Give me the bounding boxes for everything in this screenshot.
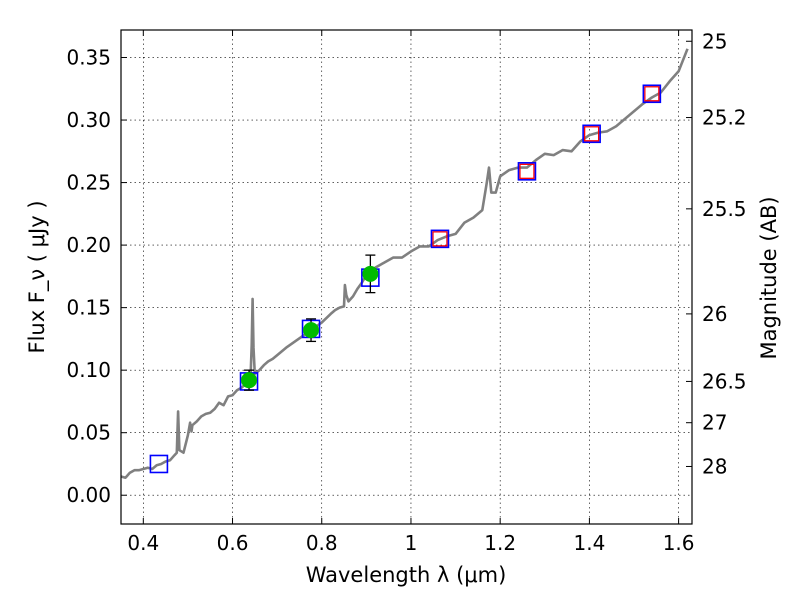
y-tick-label: 0.05 (66, 421, 111, 445)
right-tick-label: 26 (702, 302, 727, 326)
ticks: 0.4 0.6 0.8 1 1.2 1.4 1.6 0.00 0.05 0.10 0.15 0.20 0… (66, 29, 746, 555)
y-tick-label: 0.25 (66, 171, 111, 195)
model-photometry-marker (149, 454, 169, 474)
y-tick-label: 0.30 (66, 108, 111, 132)
model-photometry-marker (517, 162, 537, 181)
x-tick-label: 0.6 (217, 531, 249, 555)
x-tick-label: 1.2 (484, 531, 516, 555)
spectrum-series (120, 48, 689, 479)
y-tick-label: 0.35 (66, 46, 111, 70)
y-axis-title: Flux F_ν ( μJy ) (25, 200, 50, 353)
observed-point (241, 372, 258, 389)
right-tick-label: 25 (702, 29, 727, 53)
y-tick-label: 0.00 (66, 483, 111, 507)
x-axis-title: Wavelength λ (μm) (306, 563, 507, 587)
right-tick-label: 28 (702, 454, 727, 478)
upper-limit-marker (583, 126, 600, 142)
y-tick-label: 0.10 (66, 358, 111, 382)
model-photometry-marker (582, 124, 601, 144)
y-tick-label: 0.15 (66, 296, 111, 320)
upper-limit-marker (644, 86, 660, 102)
right-tick-label: 25.5 (702, 197, 747, 221)
spectrum-line (120, 48, 689, 479)
x-tick-label: 0.4 (127, 531, 159, 555)
right-tick-label: 27 (702, 411, 727, 435)
observed-point (303, 322, 320, 339)
x-tick-label: 1 (405, 531, 418, 555)
observed-point (362, 265, 379, 282)
upper-limit-marker (519, 163, 535, 179)
grid (121, 30, 692, 524)
right-tick-label: 25.2 (702, 106, 747, 130)
model-photometry-marker (642, 84, 662, 104)
x-tick-label: 0.8 (306, 531, 338, 555)
x-tick-label: 1.6 (663, 531, 695, 555)
model-photometry-marker (430, 229, 450, 249)
upper-limit-marker (432, 231, 448, 247)
right-tick-label: 26.5 (702, 369, 747, 393)
right-axis-title: Magnitude (AB) (757, 196, 781, 359)
y-tick-label: 0.20 (66, 233, 111, 257)
photometry-markers (149, 84, 662, 474)
x-tick-label: 1.4 (573, 531, 605, 555)
plot-frame (120, 29, 693, 525)
